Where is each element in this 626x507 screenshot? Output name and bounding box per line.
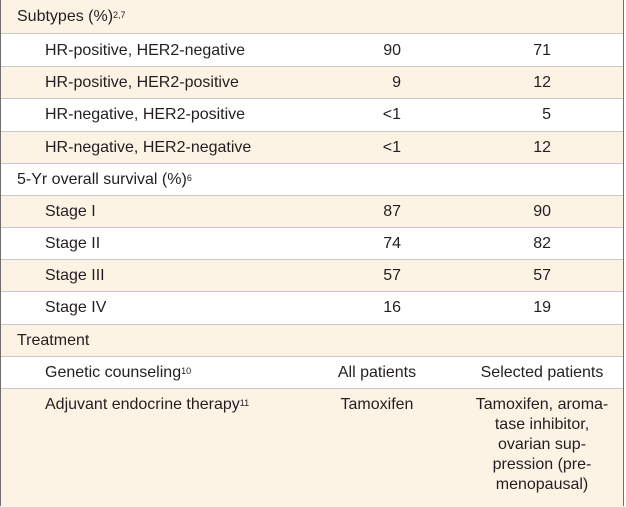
value-col2: <1 xyxy=(382,106,401,123)
table-row: HR-negative, HER2-negative <1 12 xyxy=(1,132,623,164)
row-label: HR-positive, HER2-positive xyxy=(45,74,239,91)
table-row: Stage IV 16 19 xyxy=(1,292,623,325)
value-col3: 12 xyxy=(533,139,551,156)
value-col2: 90 xyxy=(383,42,401,59)
row-label: Stage IV xyxy=(45,299,107,316)
value-col3: Selected patients xyxy=(480,364,604,381)
value-col2: 16 xyxy=(383,299,401,316)
value-col3-multiline: Tamoxifen, aroma- tase inhibitor, ovaria… xyxy=(462,395,622,495)
value-col3-line: menopausal) xyxy=(495,476,589,493)
value-col3: 19 xyxy=(533,299,551,316)
row-label: Stage I xyxy=(45,203,96,220)
row-label: Stage III xyxy=(45,267,105,284)
table-row: Stage III 57 57 xyxy=(1,260,623,292)
table-row: HR-positive, HER2-positive 9 12 xyxy=(1,67,623,99)
subtypes-header: Subtypes (%)2,7 xyxy=(17,7,126,27)
row-label: Genetic counseling10 xyxy=(45,363,191,383)
value-col3: 5 xyxy=(542,106,551,123)
value-col3-line: pression (pre- xyxy=(492,456,592,473)
row-label: HR-negative, HER2-positive xyxy=(45,106,246,123)
value-col3-line: ovarian sup- xyxy=(497,436,587,453)
survival-header-text: 5-Yr overall survival (%) xyxy=(17,171,187,188)
table-row: HR-negative, HER2-positive <1 5 xyxy=(1,99,623,132)
table-row: Adjuvant endocrine therapy11 Tamoxifen T… xyxy=(1,389,623,507)
survival-header-refs: 6 xyxy=(186,173,192,183)
row-label: Adjuvant endocrine therapy11 xyxy=(45,395,249,415)
row-label-refs: 11 xyxy=(239,398,250,408)
table-row: Stage I 87 90 xyxy=(1,196,623,228)
value-col2: 74 xyxy=(383,235,401,252)
row-label-text: Adjuvant endocrine therapy xyxy=(45,396,240,413)
value-col2: 87 xyxy=(383,203,401,220)
row-label-refs: 10 xyxy=(181,366,192,376)
subtypes-header-refs: 2,7 xyxy=(113,10,126,20)
treatment-header: Treatment xyxy=(17,332,90,349)
subtypes-header-text: Subtypes (%) xyxy=(17,8,114,25)
table-row: HR-positive, HER2-negative 90 71 xyxy=(1,34,623,67)
value-col2: 57 xyxy=(383,267,401,284)
value-col3: 12 xyxy=(533,74,551,91)
row-label: HR-negative, HER2-negative xyxy=(45,139,252,156)
value-col3-line: tase inhibitor, xyxy=(494,416,590,433)
table-row: Genetic counseling10 All patients Select… xyxy=(1,357,623,389)
value-col2: Tamoxifen xyxy=(340,396,414,413)
row-label: HR-positive, HER2-negative xyxy=(45,42,246,59)
treatment-header-row: Treatment xyxy=(1,325,623,357)
table-row: Stage II 74 82 xyxy=(1,228,623,260)
row-label-text: Genetic counseling xyxy=(45,364,182,381)
survival-header-row: 5-Yr overall survival (%)6 xyxy=(1,164,623,196)
survival-header: 5-Yr overall survival (%)6 xyxy=(17,170,192,190)
value-col3: 90 xyxy=(533,203,551,220)
value-col3: 57 xyxy=(533,267,551,284)
row-label: Stage II xyxy=(45,235,101,252)
value-col2: All patients xyxy=(337,364,417,381)
subtypes-header-row: Subtypes (%)2,7 xyxy=(1,0,623,34)
value-col2: 9 xyxy=(392,74,401,91)
value-col3-line: Tamoxifen, aroma- xyxy=(475,396,609,413)
value-col2: <1 xyxy=(382,139,401,156)
value-col3: 71 xyxy=(533,42,551,59)
value-col3: 82 xyxy=(533,235,551,252)
